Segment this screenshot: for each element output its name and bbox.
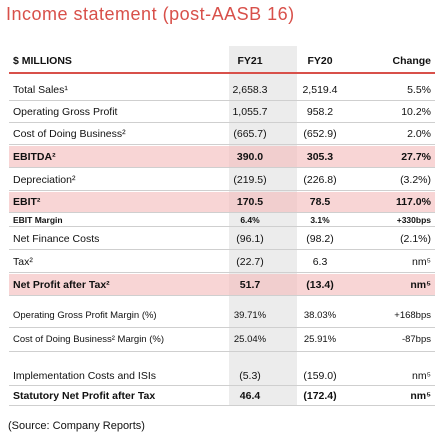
- table-row: Statutory Net Profit after Tax 46.4 (172.4…: [9, 386, 435, 406]
- cell: (2.1%): [400, 232, 431, 245]
- cell: (226.8): [303, 174, 337, 186]
- table-row: Net Finance Costs (96.1) (98.2) (2.1%): [9, 228, 435, 250]
- table-row: Cost of Doing Business² Margin (%) 25.04%…: [9, 328, 435, 352]
- table-row: EBIT² 170.5 78.5 117.0%: [9, 192, 435, 213]
- cell: 39.71%: [233, 310, 267, 321]
- cell: (22.7): [236, 255, 264, 268]
- source-note: (Source: Company Reports): [8, 420, 145, 432]
- title: Income statement (post-AASB 16): [6, 4, 295, 24]
- cell: nm⁵: [412, 369, 431, 382]
- cell: Net Profit after Tax²: [13, 278, 110, 291]
- cell: 6.3: [312, 255, 328, 268]
- cell: 958.2: [306, 106, 334, 118]
- cell: (96.1): [236, 232, 264, 245]
- cell: 10.2%: [401, 106, 431, 118]
- cell: 1,055.7: [232, 106, 268, 118]
- cell: 117.0%: [395, 196, 431, 208]
- table-row: EBITDA² 390.0 305.3 27.7%: [9, 146, 435, 168]
- cell: 390.0: [236, 150, 264, 163]
- cell: 27.7%: [401, 150, 431, 163]
- cell: Depreciation²: [13, 174, 76, 186]
- cell: EBITDA²: [13, 150, 56, 163]
- table-row: Operating Gross Profit 1,055.7 958.2 10.2%: [9, 102, 435, 123]
- table-row: Tax² (22.7) 6.3 nm⁵: [9, 251, 435, 273]
- cell: $ MILLIONS: [13, 55, 72, 67]
- cell: 305.3: [306, 150, 334, 163]
- table-row: EBIT Margin 6.4% 3.1% +330bps: [9, 213, 435, 227]
- cell: +168bps: [394, 310, 431, 321]
- cell: 2,658.3: [232, 84, 268, 96]
- cell: EBIT Margin: [13, 214, 63, 225]
- cell: Operating Gross Profit Margin (%): [13, 310, 157, 321]
- table-row: Net Profit after Tax² 51.7 (13.4) nm⁵: [9, 274, 435, 296]
- cell: 5.5%: [407, 84, 431, 96]
- cell: 78.5: [309, 196, 331, 208]
- cell: 38.03%: [303, 310, 337, 321]
- table-row: Implementation Costs and ISIs (5.3) (159.0…: [9, 366, 435, 386]
- table-row: Total Sales¹ 2,658.3 2,519.4 5.5%: [9, 80, 435, 101]
- table-row: Operating Gross Profit Margin (%) 39.71% 3…: [9, 304, 435, 328]
- cell: 2.0%: [407, 128, 431, 140]
- cell: (652.9): [303, 128, 337, 140]
- cell: Change: [392, 55, 431, 67]
- cell: (13.4): [306, 278, 334, 291]
- cell: (98.2): [306, 232, 334, 245]
- table-row: Depreciation² (219.5) (226.8) (3.2%): [9, 170, 435, 191]
- cell: Cost of Doing Business²: [13, 128, 126, 140]
- cell: EBIT²: [13, 196, 41, 208]
- cell: nm⁵: [410, 389, 431, 402]
- cell: Implementation Costs and ISIs: [13, 369, 156, 382]
- cell: 25.04%: [233, 334, 267, 345]
- cell: 6.4%: [240, 214, 260, 225]
- cell: (172.4): [303, 389, 337, 402]
- cell: (159.0): [303, 369, 337, 382]
- cell: 46.4: [239, 389, 261, 402]
- cell: 3.1%: [310, 214, 330, 225]
- table-row: Cost of Doing Business² (665.7) (652.9) 2.0…: [9, 124, 435, 145]
- cell: nm⁵: [410, 278, 431, 291]
- cell: (5.3): [239, 369, 261, 382]
- cell: +330bps: [396, 214, 431, 225]
- cell: (665.7): [233, 128, 267, 140]
- cell: 2,519.4: [302, 84, 338, 96]
- cell: Tax²: [13, 255, 33, 268]
- cell: Total Sales¹: [13, 84, 68, 96]
- cell: Operating Gross Profit: [13, 106, 118, 118]
- cell: 51.7: [239, 278, 261, 291]
- cell: Cost of Doing Business² Margin (%): [13, 334, 164, 345]
- cell: FY21: [237, 55, 263, 67]
- cell: nm⁵: [412, 255, 431, 268]
- cell: 170.5: [236, 196, 264, 208]
- cell: 25.91%: [303, 334, 337, 345]
- cell: FY20: [307, 55, 333, 67]
- cell: (3.2%): [400, 174, 431, 186]
- cell: (219.5): [233, 174, 267, 186]
- cell: Statutory Net Profit after Tax: [13, 389, 156, 402]
- header-row: $ MILLIONS FY21 FY20 Change: [9, 50, 435, 74]
- cell: Net Finance Costs: [13, 232, 100, 245]
- cell: -87bps: [401, 334, 431, 345]
